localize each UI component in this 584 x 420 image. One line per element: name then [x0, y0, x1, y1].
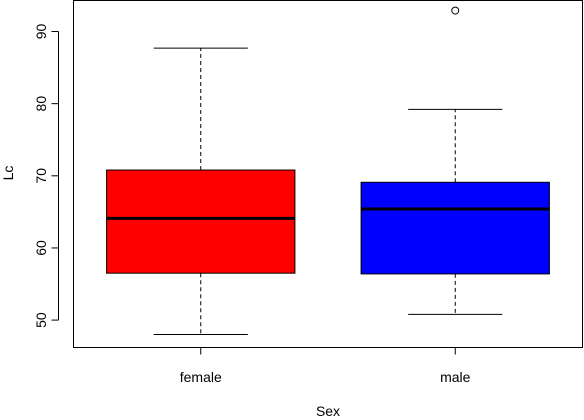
y-axis: 50 60 70 80 90 — [33, 24, 59, 328]
y-tick-label: 80 — [33, 96, 49, 112]
x-tick-label: male — [440, 369, 471, 385]
iqr-box — [360, 181, 550, 275]
box-female — [106, 47, 296, 336]
iqr-box — [106, 169, 296, 274]
x-axis-title: Sex — [316, 403, 340, 419]
x-axis: female male — [180, 347, 471, 385]
x-tick-label: female — [180, 369, 222, 385]
y-tick-label: 60 — [33, 240, 49, 256]
outlier-point — [451, 6, 460, 15]
y-axis-title: Lc — [0, 166, 16, 181]
y-tick-label: 90 — [33, 24, 49, 40]
y-tick-label: 70 — [33, 168, 49, 184]
y-tick-label: 50 — [33, 312, 49, 328]
box-male — [360, 6, 550, 315]
box-group — [106, 6, 550, 336]
